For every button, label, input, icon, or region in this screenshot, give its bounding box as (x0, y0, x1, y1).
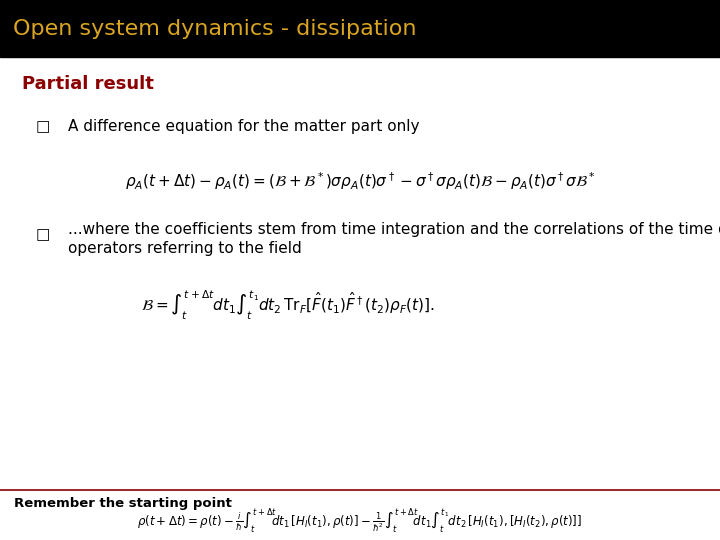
FancyBboxPatch shape (0, 0, 720, 57)
Text: □: □ (36, 119, 50, 134)
Text: A difference equation for the matter part only: A difference equation for the matter par… (68, 119, 420, 134)
Text: $\rho(t+\Delta t) = \rho(t) - \frac{i}{\hbar}\int_{t}^{t+\Delta t}\!\! dt_1\,[H_: $\rho(t+\Delta t) = \rho(t) - \frac{i}{\… (138, 507, 582, 536)
Text: ...where the coefficients stem from time integration and the correlations of the: ...where the coefficients stem from time… (68, 222, 720, 237)
Text: Open system dynamics - dissipation: Open system dynamics - dissipation (13, 18, 416, 39)
Text: □: □ (36, 227, 50, 242)
Text: Partial result: Partial result (22, 75, 153, 93)
Text: $\mathcal{B} = \int_{t}^{t+\Delta t} dt_1 \int_{t}^{t_1} dt_2\, \mathrm{Tr}_F[\h: $\mathcal{B} = \int_{t}^{t+\Delta t} dt_… (141, 288, 435, 322)
Text: Remember the starting point: Remember the starting point (14, 497, 233, 510)
Text: $\rho_A(t+\Delta t) - \rho_A(t) = (\mathcal{B}+\mathcal{B}^*)\sigma\rho_A(t)\sig: $\rho_A(t+\Delta t) - \rho_A(t) = (\math… (125, 170, 595, 192)
Text: operators referring to the field: operators referring to the field (68, 241, 302, 256)
